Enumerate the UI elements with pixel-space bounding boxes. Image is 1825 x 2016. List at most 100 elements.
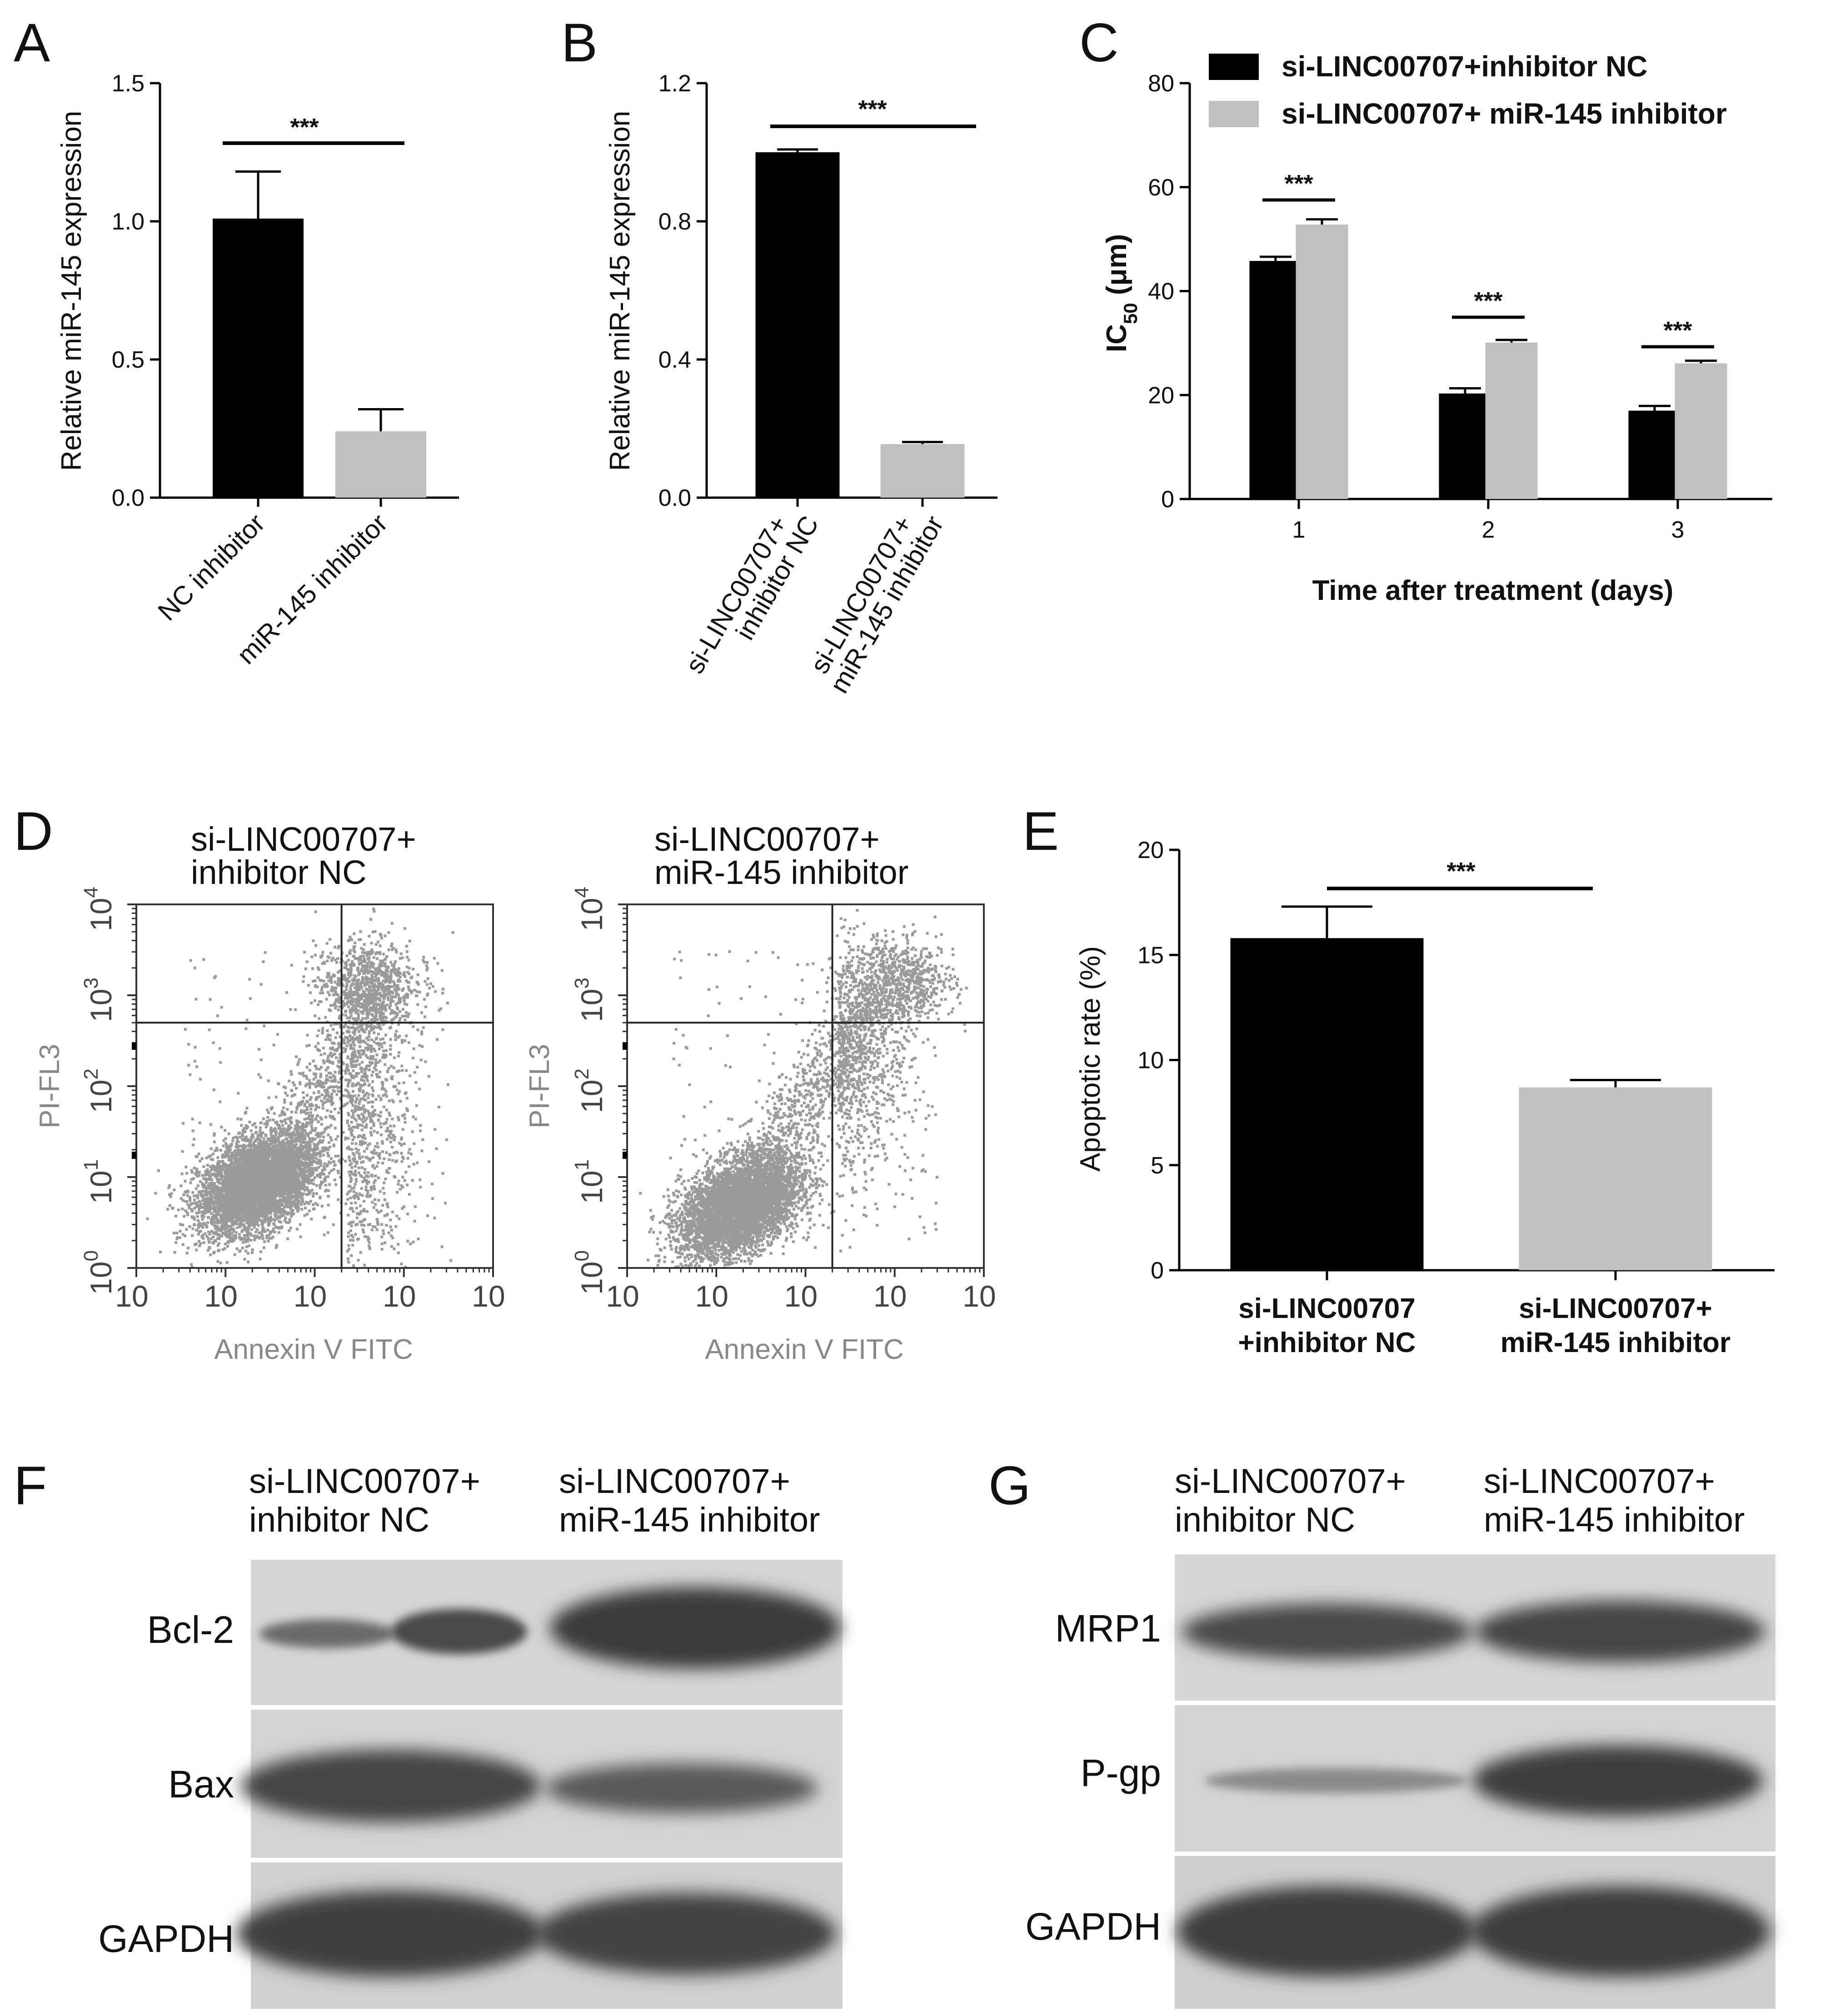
chartB-ytick-label: 0.0: [658, 485, 691, 511]
flow-right-xtick-label: 10: [695, 1279, 728, 1313]
chart-e-sig-label: ***: [1446, 858, 1475, 885]
chart-c-ylabel: IC50 (μm): [1101, 234, 1141, 352]
chart-e-bar: [1230, 938, 1424, 1270]
flow-left-xlabel: Annexin V FITC: [214, 1334, 413, 1365]
flow-right-ylabel: PI-FL3: [524, 1044, 555, 1128]
blot-g: si-LINC00707+ inhibitor NC si-LINC00707+…: [1025, 1462, 1775, 2009]
band-gapdh-g-lane34: [1470, 1886, 1770, 1977]
flow-right-title-line1: si-LINC00707+: [654, 820, 880, 858]
chart-c-xtick-label: 2: [1482, 517, 1495, 543]
chart-c-bar: [1485, 342, 1538, 499]
chart-e-bar: [1519, 1087, 1712, 1270]
chart-c-ylabel-unit: (μm): [1101, 234, 1132, 303]
chartE-ytick-label: 15: [1137, 942, 1164, 968]
panel-label-g: G: [988, 1455, 1031, 1516]
chart-a-ylabel: Relative miR-145 expression: [56, 111, 87, 471]
chartB-ytick-label: 0.4: [658, 347, 691, 373]
flow-right-xtick-label: 10: [962, 1279, 996, 1313]
chart-b-ylabel: Relative miR-145 expression: [604, 111, 636, 471]
legend-label-inhibitor-nc: si-LINC00707+inhibitor NC: [1281, 50, 1648, 83]
blot-g-header-left-line1: si-LINC00707+: [1175, 1462, 1406, 1501]
blot-g-header-right-line2: miR-145 inhibitor: [1484, 1501, 1745, 1539]
chartB-ytick-label: 1.2: [658, 70, 691, 97]
chartC-ytick-label: 40: [1148, 279, 1174, 305]
flow-left-xtick-label: 10: [383, 1279, 416, 1313]
flow-right-ytick-exp: 4: [571, 887, 593, 898]
blot-g-label-pgp: P-gp: [1081, 1752, 1161, 1794]
chart-e-xtick-label-line1: si-LINC00707: [1238, 1293, 1415, 1324]
chart-c-xtick-label: 1: [1292, 517, 1306, 543]
flow-left-xtick-label: 10: [115, 1279, 148, 1313]
blot-f-header-left-line2: inhibitor NC: [249, 1501, 429, 1539]
band-bax-lane12: [241, 1750, 541, 1822]
chart-c-sig-label: ***: [1284, 170, 1313, 197]
chart-b-bar: [880, 444, 965, 498]
flow-left-xtick-label: 10: [294, 1279, 327, 1313]
flow-right-ytick-exp: 0: [571, 1250, 593, 1261]
chartC-ytick-label: 20: [1148, 382, 1174, 409]
blot-f-label-gapdh: GAPDH: [98, 1917, 234, 1960]
band-pgp-lane12: [1204, 1768, 1468, 1793]
chart-c-bar: [1675, 363, 1727, 499]
chart-c-bar: [1628, 410, 1681, 499]
flow-right-events: [639, 909, 968, 1269]
chart-b: Relative miR-145 expression 0.0 0.4 0.8 1.2…: [604, 70, 997, 698]
flow-right-title-line2: miR-145 inhibitor: [654, 853, 908, 891]
chart-c-ylabel-sub: 50: [1120, 303, 1141, 324]
flow-left-ytick-label: 102: [80, 1068, 118, 1113]
flow-right-ytick-label: 102: [571, 1068, 608, 1113]
chart-c: Time after treatment (days) IC50 (μm) si…: [1101, 50, 1772, 606]
panel-label-f: F: [14, 1455, 47, 1516]
panel-label-b: B: [561, 12, 598, 73]
chartC-ytick-label: 60: [1148, 175, 1174, 201]
flow-right-ytick-exp: 2: [571, 1068, 593, 1079]
flow-cytometry-panel: si-LINC00707+ inhibitor NC si-LINC00707+…: [34, 820, 996, 1365]
flow-left-ytick-exp: 0: [80, 1250, 102, 1261]
flow-right-edge-marker: [623, 1043, 627, 1050]
flow-right-ytick-label: 101: [571, 1159, 608, 1204]
panel-label-c: C: [1079, 12, 1119, 73]
chartA-ytick-label: 1.0: [112, 209, 145, 235]
flow-right-ytick-label: 100: [571, 1250, 608, 1295]
blot-g-label-mrp1: MRP1: [1055, 1607, 1161, 1650]
flow-left-edge-marker: [132, 1043, 136, 1050]
flow-left-ytick-label: 100: [80, 1250, 118, 1295]
blot-f: si-LINC00707+ inhibitor NC si-LINC00707+…: [98, 1462, 843, 2009]
blot-g-label-gapdh: GAPDH: [1025, 1905, 1161, 1948]
legend-swatch-mir145-inhibitor: [1209, 101, 1259, 127]
chart-e-xtick-label-line2: +inhibitor NC: [1238, 1327, 1416, 1358]
blot-f-header-right-line1: si-LINC00707+: [559, 1462, 790, 1501]
chartC-ytick-label: 0: [1161, 486, 1174, 513]
panel-label-d: D: [14, 801, 53, 862]
flow-left-ytick-label: 103: [80, 978, 118, 1022]
flow-right-edge-marker: [623, 1152, 627, 1159]
chart-c-sig-label: ***: [1663, 317, 1692, 344]
flow-right-ytick-exp: 3: [571, 978, 593, 988]
flow-left-ytick-exp: 3: [80, 978, 102, 988]
chartA-ytick-label: 0.0: [112, 485, 145, 511]
flow-right-ytick-exp: 1: [571, 1159, 593, 1170]
flow-left-ytick-label: 101: [80, 1159, 118, 1204]
band-mrp1-lane34: [1475, 1601, 1765, 1662]
flow-left-events: [146, 908, 454, 1269]
blot-f-header-right-line2: miR-145 inhibitor: [559, 1501, 820, 1539]
chartE-ytick-label: 5: [1151, 1153, 1164, 1179]
flow-left-ytick-exp: 4: [80, 887, 102, 898]
chart-a-bar: [335, 431, 426, 498]
flow-right-ytick-label: 104: [571, 887, 608, 931]
legend-label-mir145-inhibitor: si-LINC00707+ miR-145 inhibitor: [1281, 97, 1727, 130]
flow-right-event-dots: [639, 909, 968, 1269]
chart-c-xlabel: Time after treatment (days): [1312, 575, 1674, 606]
chart-b-sig-label: ***: [858, 95, 887, 123]
flow-left-title-line1: si-LINC00707+: [191, 820, 416, 858]
chart-e-xtick-label-line2: miR-145 inhibitor: [1501, 1327, 1730, 1358]
band-gapdh-f-lane12: [236, 1891, 545, 1977]
chart-b-bar: [755, 152, 840, 498]
flow-left-xtick-label: 10: [472, 1279, 505, 1313]
chart-a-bar: [213, 218, 304, 498]
flow-right-xtick-label: 10: [873, 1279, 907, 1313]
blot-f-label-bax: Bax: [168, 1763, 234, 1806]
chart-e: Apoptotic rate (%) 0 5 10 15 20 si-LINC00707+…: [1075, 837, 1775, 1358]
chartA-ytick-label: 1.5: [112, 70, 145, 97]
